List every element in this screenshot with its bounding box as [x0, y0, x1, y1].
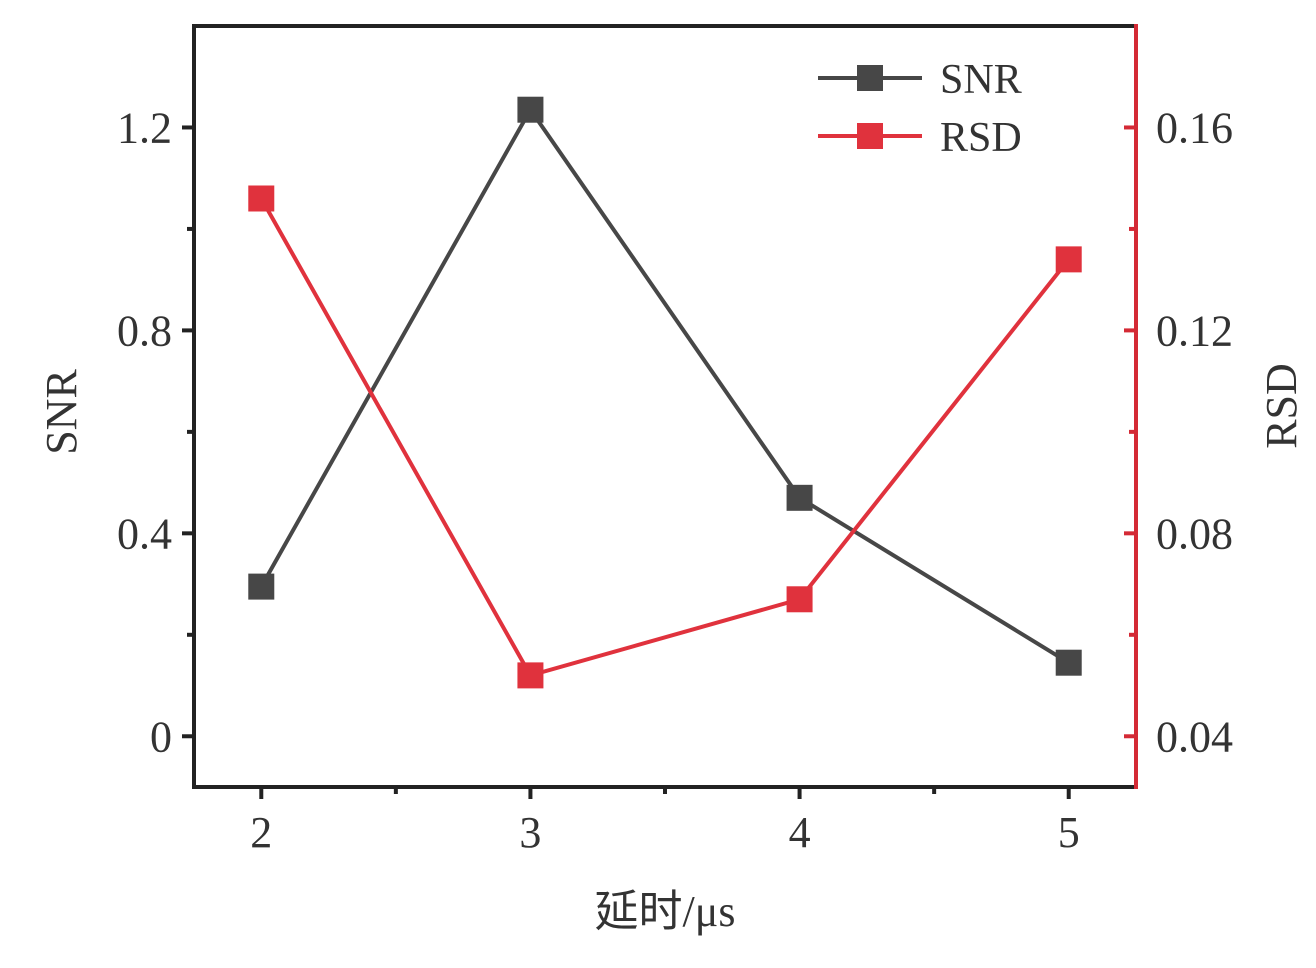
- y-left-tick-label: 0.8: [117, 306, 172, 355]
- series-layer: [248, 96, 1082, 689]
- legend-rsd-marker: [857, 123, 883, 149]
- x-tick-label: 2: [250, 808, 272, 857]
- y-left-tick-label: 1.2: [117, 103, 172, 152]
- x-tick-label: 3: [519, 808, 541, 857]
- snr-series-line: [259, 105, 1070, 665]
- snr-point: [1055, 649, 1082, 676]
- snr-point: [786, 484, 813, 511]
- y-axis-right-title: RSD: [1257, 363, 1306, 449]
- x-tick-label: 4: [789, 808, 811, 857]
- y-right-tick-label: 0.08: [1156, 509, 1233, 558]
- rsd-point: [786, 586, 813, 613]
- axes: 2 3 4 5 0 0.4 0.8 1.2 0.04 0.08 0.12 0.16: [117, 24, 1233, 857]
- y-right-tick-label: 0.16: [1156, 103, 1233, 152]
- rsd-point: [517, 662, 544, 689]
- x-axis-title: 延时/μs: [595, 887, 736, 936]
- y-left-tick-label: 0.4: [117, 509, 172, 558]
- rsd-series-line: [259, 197, 1071, 678]
- y-right-tick-label: 0.04: [1156, 712, 1233, 761]
- snr-point: [248, 573, 275, 600]
- snr-point: [517, 96, 544, 123]
- x-tick-label: 5: [1058, 808, 1080, 857]
- y-right-tick-label: 0.12: [1156, 306, 1233, 355]
- y-left-tick-label: 0: [150, 712, 172, 761]
- legend-snr-label: SNR: [940, 57, 1022, 103]
- legend-rsd-label: RSD: [940, 115, 1022, 161]
- rsd-point: [1055, 246, 1082, 273]
- legend-snr-marker: [857, 65, 883, 91]
- y-axis-left-title: SNR: [37, 369, 86, 455]
- legend: SNR RSD: [818, 57, 1022, 161]
- rsd-point: [248, 185, 275, 212]
